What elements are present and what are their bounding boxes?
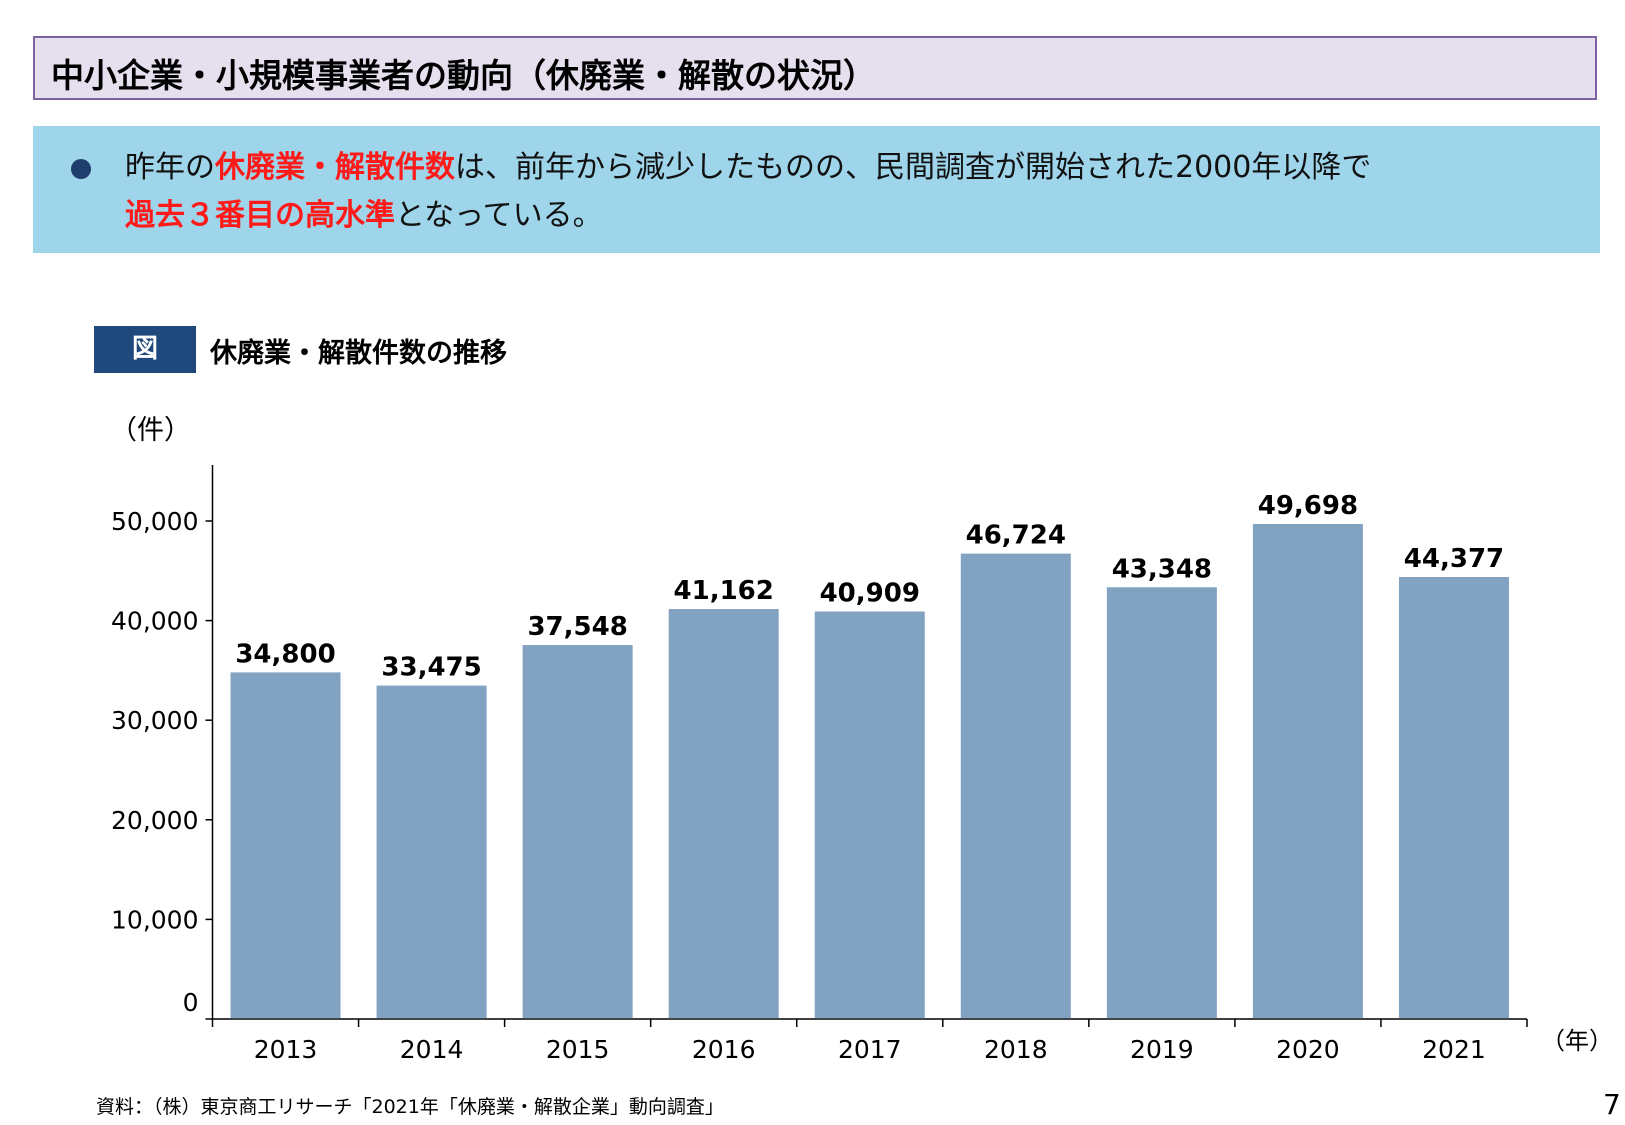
data-label: 34,800	[235, 639, 335, 669]
x-tick-label: 2021	[1422, 1035, 1486, 1064]
summary-text-1: 昨年の	[125, 150, 215, 185]
chart-title: 休廃業・解散件数の推移	[210, 338, 507, 369]
figure-badge: 図	[94, 326, 196, 373]
summary-emphasis-2: 過去３番目の高水準	[125, 198, 395, 233]
bar-2018	[960, 553, 1071, 1019]
data-label: 44,377	[1404, 544, 1504, 574]
summary-emphasis-1: 休廃業・解散件数	[215, 150, 455, 185]
data-label: 43,348	[1112, 554, 1212, 584]
title-box: 中小企業・小規模事業者の動向（休廃業・解散の状況）	[33, 36, 1597, 100]
bullet-icon	[71, 159, 91, 179]
y-tick-label: 0	[183, 988, 199, 1017]
bar-2015	[522, 645, 633, 1019]
x-tick-label: 2020	[1276, 1035, 1340, 1064]
y-tick-label: 40,000	[111, 607, 198, 636]
bar-2017	[814, 611, 925, 1019]
page-title: 中小企業・小規模事業者の動向（休廃業・解散の状況）	[51, 56, 876, 95]
y-tick-label: 10,000	[111, 905, 198, 934]
data-label: 49,698	[1258, 491, 1358, 521]
data-label: 33,475	[381, 653, 481, 683]
page-number: 7	[1603, 1088, 1621, 1121]
x-tick-label: 2013	[254, 1035, 318, 1064]
bar-2014	[376, 685, 487, 1019]
bar-2019	[1106, 587, 1217, 1019]
x-tick-label: 2019	[1130, 1035, 1194, 1064]
x-tick-label: 2016	[692, 1035, 756, 1064]
y-axis-unit: （件）	[110, 415, 191, 446]
y-tick-label: 50,000	[111, 507, 198, 536]
y-tick-label: 30,000	[111, 706, 198, 735]
x-tick-label: 2015	[546, 1035, 610, 1064]
data-label: 41,162	[674, 576, 774, 606]
bar-2016	[668, 609, 779, 1019]
summary-box: 昨年の休廃業・解散件数は、前年から減少したものの、民間調査が開始された2000年…	[33, 126, 1600, 253]
data-label: 37,548	[527, 612, 627, 642]
summary-text-2: は、前年から減少したものの、民間調査が開始された2000年以降で	[455, 150, 1372, 185]
x-tick-label: 2018	[984, 1035, 1048, 1064]
summary-text: 昨年の休廃業・解散件数は、前年から減少したものの、民間調査が開始された2000年…	[125, 144, 1371, 240]
bar-2013	[230, 672, 341, 1019]
x-axis-unit: （年）	[1541, 1027, 1613, 1055]
bar-2021	[1398, 577, 1509, 1019]
data-label: 46,724	[966, 521, 1066, 551]
summary-text-3: となっている。	[395, 198, 603, 233]
y-tick-label: 20,000	[111, 806, 198, 835]
x-tick-label: 2014	[400, 1035, 464, 1064]
x-tick-label: 2017	[838, 1035, 902, 1064]
bar-2020	[1252, 524, 1363, 1019]
data-label: 40,909	[820, 579, 920, 609]
source-note: 資料：（株）東京商工リサーチ「2021年「休廃業・解散企業」動向調査」	[96, 1096, 724, 1118]
